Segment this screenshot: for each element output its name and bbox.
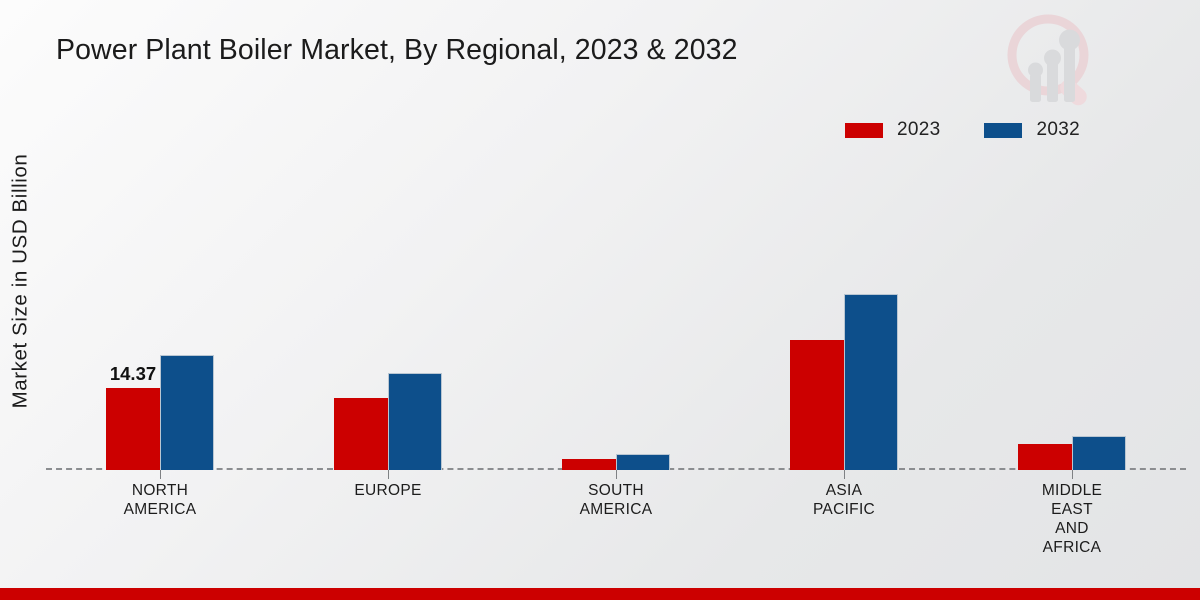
bar-group-middle-east-and-africa: MIDDLE EAST AND AFRICA [958,150,1186,556]
category-label-middle-east-and-africa: MIDDLE EAST AND AFRICA [1041,482,1103,556]
legend-swatch-blue-icon [984,122,1023,138]
legend-swatch-red-icon [845,122,883,138]
axis-tick [616,470,617,479]
bar-group-south-america: SOUTH AMERICA [502,150,730,518]
bar-group-north-america: 14.37 NORTH AMERICA [46,150,274,518]
axis-tick [388,470,389,479]
plot-area: 14.37 NORTH AMERICA EUROPE [46,150,1186,556]
magnifier-icon [1007,14,1089,106]
bar-2032-north-america[interactable] [160,355,214,470]
category-label-south-america: SOUTH AMERICA [579,482,653,518]
bar-value-label: 14.37 [109,363,157,384]
bar-2032-middle-east-and-africa[interactable] [1072,436,1126,470]
chart-legend: 2023 2032 [845,119,1080,141]
bars [790,294,898,470]
bar-2023-north-america[interactable]: 14.37 [106,363,160,470]
y-axis-title: Market Size in USD Billion [0,0,40,600]
bar-2023-europe[interactable] [334,398,388,470]
bar-groups: 14.37 NORTH AMERICA EUROPE [46,150,1186,556]
bar-2032-europe[interactable] [388,373,442,470]
bar-2032-asia-pacific[interactable] [844,294,898,470]
category-label-asia-pacific: ASIA PACIFIC [812,482,876,518]
bars [1018,436,1126,470]
axis-tick [160,470,161,479]
legend-item-2023[interactable]: 2023 [845,119,940,141]
bar-2032-south-america[interactable] [616,454,670,470]
axis-tick [844,470,845,479]
bars [334,373,442,470]
bars: 14.37 [106,355,214,470]
bar-chart-icon [1028,29,1080,102]
bar-2023-middle-east-and-africa[interactable] [1018,444,1072,470]
y-axis-title-text: Market Size in USD Billion [8,153,31,409]
bar-2023-asia-pacific[interactable] [790,340,844,470]
legend-label-2023: 2023 [897,119,941,140]
chart-title: Power Plant Boiler Market, By Regional, … [56,34,738,66]
legend-label-2032: 2032 [1036,119,1080,140]
axis-tick [1072,470,1073,479]
category-label-north-america: NORTH AMERICA [123,482,197,518]
category-label-europe: EUROPE [354,482,422,499]
bars [562,454,670,470]
bar-group-europe: EUROPE [274,150,502,499]
bar-group-asia-pacific: ASIA PACIFIC [730,150,958,518]
bar-2023-south-america[interactable] [562,459,616,470]
watermark-logo [992,8,1112,113]
legend-item-2032[interactable]: 2032 [984,119,1080,141]
footer-accent-bar [0,588,1200,600]
